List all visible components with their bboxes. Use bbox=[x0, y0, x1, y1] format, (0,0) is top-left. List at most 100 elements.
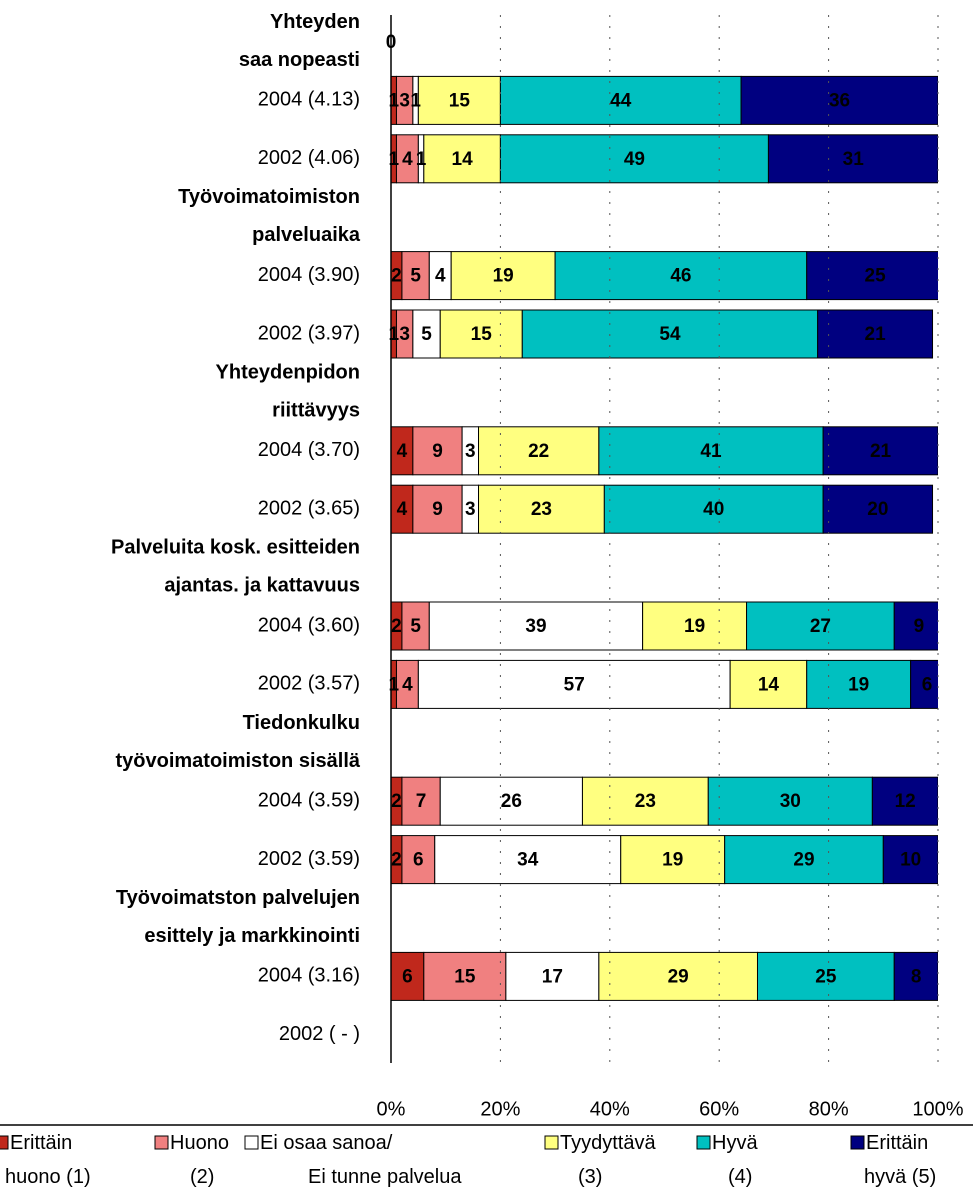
legend-swatch bbox=[244, 1135, 259, 1150]
data-label: 3 bbox=[465, 499, 476, 520]
group-label: Työvoimatoimiston palveluaika bbox=[178, 186, 361, 246]
data-label: 5 bbox=[421, 324, 432, 345]
data-label: 29 bbox=[793, 850, 814, 871]
bar-segment bbox=[412, 309, 441, 359]
bar-segment bbox=[620, 835, 726, 885]
data-label: 9 bbox=[914, 616, 925, 637]
row-label: 2002 (4.06) bbox=[258, 147, 360, 169]
data-label: 39 bbox=[525, 616, 546, 637]
data-label: 4 bbox=[435, 266, 446, 287]
data-label: 1 bbox=[388, 90, 399, 111]
data-label: 15 bbox=[449, 90, 471, 111]
group-label: Työvoimatston palvelujen esittely ja mark… bbox=[116, 887, 360, 947]
data-label: 54 bbox=[659, 324, 681, 345]
bar-segment bbox=[603, 484, 824, 534]
legend-label: Ei osaa sanoa/Ei tunne palvelua bbox=[260, 1132, 462, 1188]
row-label: 2004 (4.13) bbox=[258, 89, 360, 111]
data-label: 57 bbox=[564, 674, 585, 695]
bar-segment bbox=[598, 426, 824, 476]
row-label: 2002 ( - ) bbox=[279, 1023, 360, 1045]
data-label: 5 bbox=[410, 266, 421, 287]
bar-segment bbox=[521, 309, 819, 359]
data-label: 49 bbox=[624, 149, 645, 170]
data-label: 26 bbox=[501, 791, 522, 812]
data-label: 5 bbox=[410, 616, 421, 637]
data-label: 1 bbox=[388, 674, 399, 695]
legend-label: Tyydyttävä (3) bbox=[560, 1132, 656, 1188]
row-label: 2002 (3.59) bbox=[258, 848, 360, 870]
x-tick-label: 80% bbox=[809, 1098, 849, 1120]
bar-segment bbox=[767, 134, 938, 184]
data-label: 15 bbox=[471, 324, 493, 345]
data-label: 6 bbox=[402, 966, 413, 987]
legend-label: Erittäin huono (1) bbox=[5, 1132, 91, 1188]
data-label: 4 bbox=[402, 674, 413, 695]
bar-segment bbox=[724, 835, 884, 885]
legend-swatch bbox=[696, 1135, 711, 1150]
x-tick-label: 0% bbox=[377, 1098, 406, 1120]
legend-swatch bbox=[154, 1135, 169, 1150]
bar-segment bbox=[642, 601, 748, 651]
bar-segment bbox=[581, 776, 709, 826]
bar-segment bbox=[729, 659, 808, 709]
row-label: 2002 (3.57) bbox=[258, 673, 360, 695]
legend-swatch bbox=[544, 1135, 559, 1150]
data-label: 7 bbox=[416, 791, 427, 812]
bar-segment bbox=[707, 776, 873, 826]
row-label: 2004 (3.90) bbox=[258, 264, 360, 286]
data-label: 29 bbox=[668, 966, 689, 987]
bar-segment bbox=[417, 75, 501, 125]
bar-segment bbox=[740, 75, 938, 125]
bar-segment bbox=[412, 484, 463, 534]
bar-segment bbox=[412, 426, 463, 476]
data-label: 3 bbox=[399, 324, 410, 345]
legend-label: Erittäin hyvä (5) bbox=[864, 1132, 936, 1188]
data-label: 2 bbox=[391, 791, 402, 812]
group-label: Yhteydenpidon riittävyys bbox=[216, 362, 360, 422]
bar-segment bbox=[401, 601, 430, 651]
bar-segment bbox=[478, 484, 605, 534]
data-label: 21 bbox=[870, 441, 892, 462]
x-tick-label: 60% bbox=[699, 1098, 739, 1120]
data-label: 23 bbox=[531, 499, 552, 520]
row-label: 2004 (3.60) bbox=[258, 614, 360, 636]
bar-segment bbox=[910, 659, 938, 709]
data-label: 25 bbox=[865, 266, 887, 287]
bar-segment bbox=[439, 776, 583, 826]
data-label: 10 bbox=[900, 850, 921, 871]
bar-segment bbox=[822, 484, 934, 534]
data-label: 15 bbox=[454, 966, 476, 987]
data-label: 1 bbox=[410, 90, 421, 111]
group-label: Yhteyden saa nopeasti bbox=[239, 11, 360, 71]
data-label: 36 bbox=[829, 90, 850, 111]
group-label: Palveluita kosk. esitteiden ajantas. ja k… bbox=[111, 537, 360, 597]
data-label: 6 bbox=[922, 674, 933, 695]
bar-segment bbox=[499, 134, 769, 184]
data-label: 19 bbox=[493, 266, 514, 287]
data-label: 9 bbox=[432, 499, 443, 520]
data-label: 22 bbox=[528, 441, 549, 462]
data-label: 8 bbox=[911, 966, 922, 987]
bar-segment bbox=[391, 951, 425, 1001]
data-label: 12 bbox=[895, 791, 916, 812]
bar-segment bbox=[401, 776, 441, 826]
data-label: 9 bbox=[432, 441, 443, 462]
bar-segment bbox=[598, 951, 758, 1001]
data-label: 4 bbox=[397, 441, 408, 462]
data-label: 20 bbox=[867, 499, 888, 520]
row-label: 2004 (3.59) bbox=[258, 789, 360, 811]
data-label: 23 bbox=[635, 791, 656, 812]
bar-segment bbox=[817, 309, 934, 359]
data-label: 17 bbox=[542, 966, 563, 987]
data-label: 2 bbox=[391, 850, 402, 871]
data-label: 21 bbox=[865, 324, 887, 345]
legend-swatch bbox=[850, 1135, 865, 1150]
data-label: 40 bbox=[703, 499, 724, 520]
row-label: 2002 (3.97) bbox=[258, 322, 360, 344]
legend-swatch bbox=[0, 1135, 9, 1150]
bar-segment bbox=[893, 951, 938, 1001]
bar-segment bbox=[882, 835, 938, 885]
data-label: 3 bbox=[399, 90, 410, 111]
bar-segment bbox=[554, 251, 808, 301]
data-label: 1 bbox=[388, 149, 399, 170]
